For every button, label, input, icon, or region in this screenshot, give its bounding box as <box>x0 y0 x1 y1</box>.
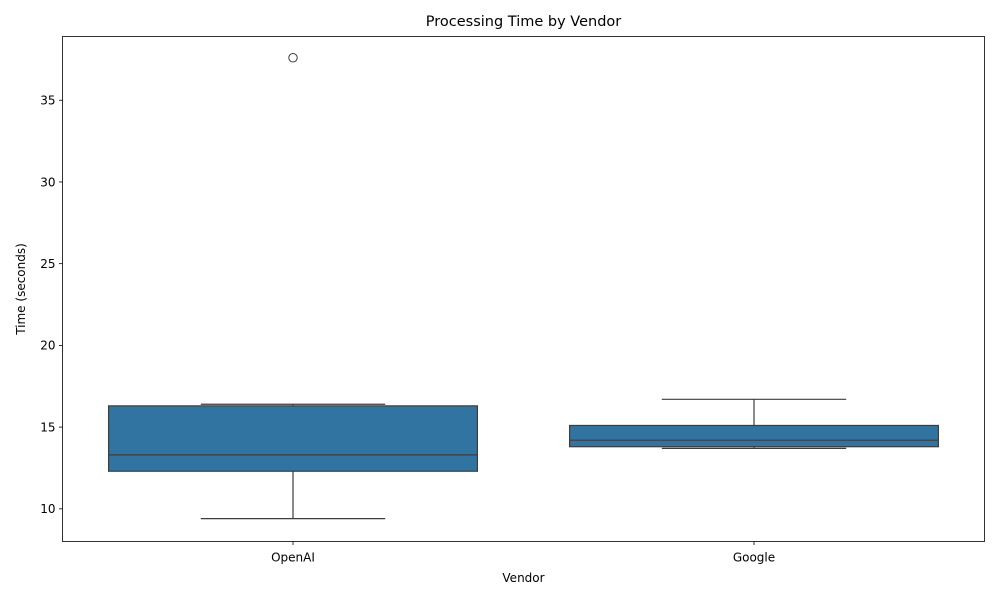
x-axis-label: Vendor <box>502 571 544 585</box>
y-tick-label: 25 <box>40 257 55 271</box>
box-google <box>568 424 939 448</box>
y-tick-label: 10 <box>40 502 55 516</box>
y-tick-label: 35 <box>40 94 55 108</box>
y-tick-label: 15 <box>40 420 55 434</box>
y-tick-label: 20 <box>40 339 55 353</box>
y-tick-label: 30 <box>40 175 55 189</box>
chart-title: Processing Time by Vendor <box>426 14 622 30</box>
plot-frame <box>62 36 985 542</box>
outlier-point <box>288 53 298 63</box>
x-tick-label: OpenAI <box>271 551 315 565</box>
x-tick-label: Google <box>733 551 775 565</box>
y-axis-label: Time (seconds) <box>14 243 28 336</box>
box-openai <box>107 405 478 472</box>
